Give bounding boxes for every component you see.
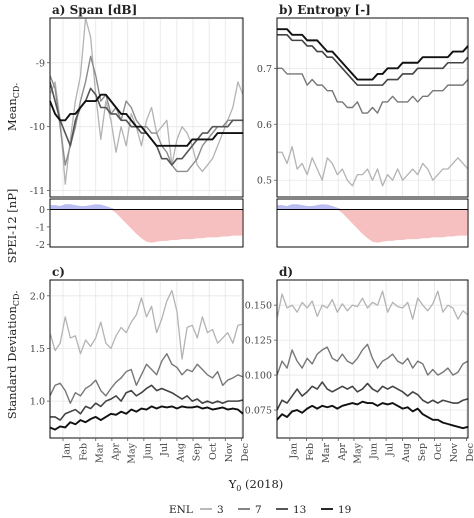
panel-c-border (49, 279, 244, 439)
panel-d-border (276, 279, 469, 439)
ylabel-spei: SPEI-12 [nP] (5, 189, 19, 264)
panel-c-xtick-label: Aug (176, 443, 187, 463)
panel-c-title: c) (52, 265, 65, 279)
panel-c-xtick-label: Jul (159, 443, 170, 457)
panel-b-ytick-label: 0.5 (257, 176, 272, 187)
panel-d-ytick-label: 0.100 (245, 371, 272, 382)
panel-d-title: d) (279, 265, 293, 279)
panel-c-ytick-label: 1.0 (30, 397, 45, 408)
panel-b-ytick-label: 0.7 (257, 64, 272, 75)
legend-title: ENL (169, 504, 193, 516)
panel-b-series-enl-3 (277, 146, 469, 187)
panel-c-xtick-label: Feb (79, 443, 90, 461)
panel-d-xtick-label: Apr (337, 443, 348, 462)
panel-a-title: a) Span [dB] (52, 3, 137, 17)
panel-a-series-enl-7 (49, 55, 243, 173)
panel-d-xtick-label: Oct (433, 443, 444, 460)
panel-c-frame (49, 279, 244, 439)
legend-label: 3 (217, 504, 224, 516)
panel-d-xtick-label: May (353, 442, 364, 463)
legend-item-enl-3: 3 (200, 504, 224, 516)
panel-spei-a-positive-area (50, 204, 243, 210)
panel-c-xtick-label: Dec (240, 443, 251, 462)
panel-a-series-enl-3 (49, 17, 244, 185)
panel-a-ytick-label: -11 (30, 186, 45, 197)
legend-label: 19 (338, 504, 351, 516)
panel-d-xtick-label: Mar (321, 443, 332, 463)
xlabel-suffix: (2018) (241, 477, 283, 491)
legend: ENL 3 7 13 19 (169, 504, 351, 516)
xlabel: Y0 (2018) (228, 477, 284, 493)
panel-c-series-enl-3 (49, 289, 244, 360)
ylabel-mean: MeanCD- (5, 83, 21, 132)
panel-spei-b-positive-area (277, 204, 468, 210)
panel-d-xtick-label: Aug (401, 443, 412, 463)
panel-c-xtick-label: Jan (62, 443, 73, 460)
panel-d-series-enl-13 (276, 381, 469, 411)
ylabel-sd: Standard DeviationCD- (5, 290, 21, 419)
panel-spei-a-negative-area (50, 209, 243, 243)
panel-spei-a-border (49, 198, 244, 248)
panel-d-xtick-label: Jan (289, 443, 300, 460)
legend-item-enl-7: 7 (238, 504, 262, 516)
panel-b-ytick-label: 0.6 (257, 120, 272, 131)
ylabel-sd-text: Standard Deviation (5, 306, 19, 420)
panel-d-xtick-label: Nov (449, 442, 460, 462)
panel-b-border (276, 17, 469, 198)
legend-label: 13 (293, 504, 306, 516)
panel-d-series-enl-19 (276, 400, 469, 430)
panel-b-series-enl-19 (277, 28, 469, 81)
panel-c-ytick-label: 1.5 (30, 344, 45, 355)
panels: -11-10-9a) Span [dB]0.50.60.7b) Entropy … (30, 3, 474, 464)
panel-spei-b-border (276, 198, 469, 248)
panel-c-ytick-label: 2.0 (30, 291, 45, 302)
panel-c-xtick-label: Jun (143, 443, 154, 460)
ylabel-sd-sub: CD- (12, 290, 21, 306)
panel-c-xtick-label: Mar (94, 443, 105, 463)
legend-item-enl-13: 13 (276, 504, 306, 516)
panel-b-title: b) Entropy [-] (279, 3, 371, 17)
panel-spei-a-ytick-label: 0 (39, 205, 45, 216)
panel-d-ytick-label: 0.075 (245, 406, 272, 417)
panel-b-series-enl-7 (277, 67, 469, 114)
legend-items: 3 7 13 19 (200, 504, 351, 516)
panel-c-xtick-label: Nov (224, 442, 235, 462)
ylabel-mean-sub: CD- (12, 83, 21, 99)
panel-d-ytick-label: 0.150 (245, 301, 272, 312)
panel-d-series-enl-3 (276, 290, 469, 320)
panel-c-xtick-label: May (126, 442, 137, 463)
panel-spei-a-ytick-label: -1 (36, 222, 45, 233)
panel-a-frame (49, 17, 244, 198)
panel-c-series-enl-13 (50, 384, 244, 421)
panel-a-ytick-label: -10 (30, 122, 45, 133)
panel-c-xtick-label: Apr (111, 443, 122, 462)
panel-a-series-enl-19 (49, 93, 243, 147)
panel-c-series-enl-19 (49, 405, 244, 431)
panel-c-xtick-label: Oct (208, 443, 219, 460)
xlabel-sub: 0 (236, 484, 241, 493)
panel-a-border (49, 17, 244, 198)
panel-c-xtick-label: Sep (192, 443, 203, 461)
legend-label: 7 (255, 504, 262, 516)
panel-d-xtick-label: Jun (369, 443, 380, 460)
panel-a-ytick-label: -9 (36, 58, 45, 69)
panel-d-xtick-label: Feb (305, 443, 316, 461)
panel-d-xtick-label: Jul (385, 443, 396, 457)
ylabel-mean-text: Mean (5, 98, 19, 131)
legend-item-enl-19: 19 (321, 504, 351, 516)
panel-d-xtick-label: Sep (417, 443, 428, 461)
panel-spei-a-ytick-label: -2 (36, 240, 45, 251)
panel-d-series-enl-7 (276, 343, 469, 376)
panel-b-series-enl-13 (277, 33, 469, 86)
panel-d-xtick-label: Dec (465, 443, 474, 462)
xlabel-text: Y (228, 477, 237, 491)
panel-spei-b-negative-area (277, 209, 468, 243)
panel-c-series-enl-7 (49, 353, 244, 404)
panel-d-ytick-label: 0.125 (245, 336, 272, 347)
